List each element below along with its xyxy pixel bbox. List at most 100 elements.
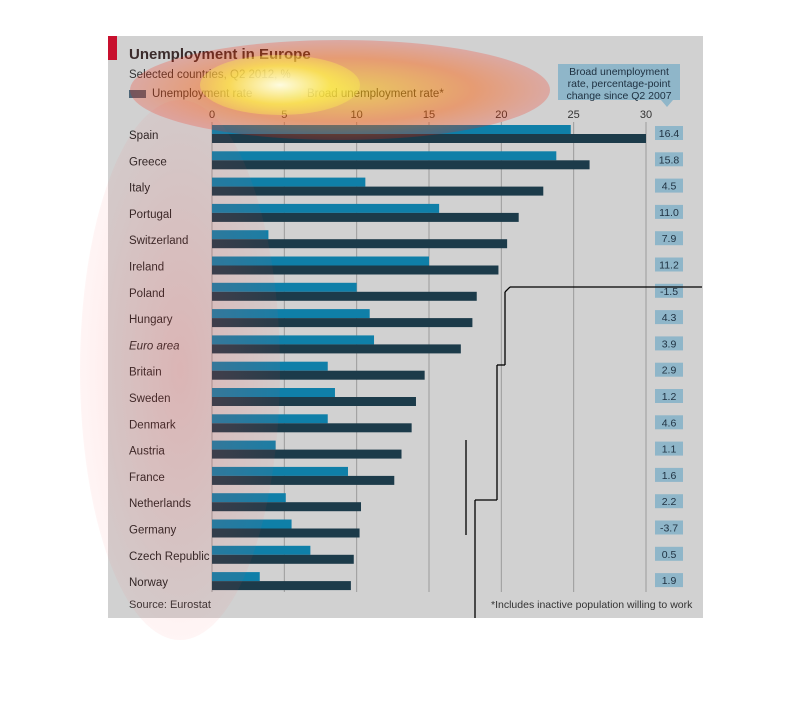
category-label: Britain bbox=[129, 367, 162, 379]
category-label: Germany bbox=[129, 525, 177, 537]
change-value-box bbox=[655, 231, 683, 246]
change-value-label: 4.6 bbox=[662, 417, 677, 429]
change-value-box bbox=[655, 152, 683, 167]
change-value-label: 16.4 bbox=[659, 128, 680, 140]
change-value-label: 2.2 bbox=[662, 496, 677, 508]
bar-broad bbox=[212, 265, 499, 275]
change-value-label: 1.1 bbox=[662, 444, 677, 456]
category-label: Portugal bbox=[129, 209, 172, 221]
bar-broad bbox=[212, 370, 425, 380]
change-value-label: 0.5 bbox=[662, 549, 677, 561]
change-value-label: -3.7 bbox=[660, 523, 678, 535]
x-tick-label: 15 bbox=[423, 109, 435, 121]
change-value-box bbox=[655, 126, 683, 140]
x-tick-label: 0 bbox=[209, 109, 215, 121]
category-label: Sweden bbox=[129, 393, 171, 405]
change-value-box bbox=[655, 362, 683, 377]
bar-broad bbox=[212, 397, 416, 406]
brand-red-mark bbox=[108, 36, 117, 60]
bar-broad bbox=[212, 581, 351, 591]
change-value-label: 15.8 bbox=[659, 154, 680, 166]
x-tick-label: 25 bbox=[568, 109, 580, 121]
bar-broad bbox=[212, 239, 508, 249]
bar-broad bbox=[212, 423, 412, 433]
bar-broad bbox=[212, 344, 461, 354]
x-tick-label: 5 bbox=[281, 109, 287, 121]
change-value-box bbox=[655, 204, 683, 219]
category-label: Hungary bbox=[129, 314, 173, 326]
bar-broad bbox=[212, 186, 544, 196]
change-value-box bbox=[655, 467, 683, 482]
bar-unemployment bbox=[212, 519, 292, 529]
change-value-box bbox=[655, 178, 683, 193]
bar-unemployment bbox=[212, 151, 557, 161]
bar-unemployment bbox=[212, 203, 440, 213]
change-value-label: 2.9 bbox=[662, 365, 677, 377]
change-value-label: 11.0 bbox=[659, 207, 679, 219]
category-label: Greece bbox=[129, 156, 167, 168]
bar-broad bbox=[212, 212, 519, 222]
bar-unemployment bbox=[212, 177, 366, 187]
change-value-label: 7.9 bbox=[662, 233, 677, 245]
change-callout-tip bbox=[661, 100, 673, 107]
category-label: Euro area bbox=[129, 340, 180, 352]
change-value-label: 1.6 bbox=[662, 470, 677, 482]
change-value-label: 3.9 bbox=[662, 338, 677, 350]
footnote: *Includes inactive population willing to… bbox=[491, 599, 693, 611]
category-label: Netherlands bbox=[129, 498, 191, 510]
category-label: France bbox=[129, 472, 165, 484]
change-value-box bbox=[655, 336, 683, 351]
change-value-box bbox=[655, 573, 683, 588]
change-value-box bbox=[655, 441, 683, 456]
bar-unemployment bbox=[212, 388, 335, 397]
change-value-label: 4.5 bbox=[662, 181, 677, 193]
change-value-box bbox=[655, 310, 683, 325]
category-label: Ireland bbox=[129, 262, 164, 274]
change-value-box bbox=[655, 389, 683, 403]
change-value-label: 1.2 bbox=[662, 391, 677, 403]
bar-unemployment bbox=[212, 282, 357, 292]
bar-unemployment bbox=[212, 545, 311, 555]
bar-unemployment bbox=[212, 466, 348, 476]
x-tick-label: 20 bbox=[495, 109, 507, 121]
bar-broad bbox=[212, 475, 395, 485]
source-note: Source: Eurostat bbox=[129, 599, 211, 611]
category-label: Poland bbox=[129, 288, 165, 300]
change-callout: Broad unemployment rate, percentage-poin… bbox=[558, 64, 680, 102]
category-label: Switzerland bbox=[129, 235, 188, 247]
annotation-line bbox=[504, 286, 511, 293]
bar-broad bbox=[212, 528, 360, 538]
bar-unemployment bbox=[212, 230, 269, 240]
change-value-label: 11.2 bbox=[659, 260, 679, 272]
bar-broad bbox=[212, 449, 402, 459]
category-label: Spain bbox=[129, 130, 158, 142]
bar-unemployment bbox=[212, 414, 328, 424]
category-label: Czech Republic bbox=[129, 551, 210, 563]
bar-broad bbox=[212, 502, 362, 512]
category-label: Austria bbox=[129, 446, 165, 458]
change-value-label: 4.3 bbox=[662, 312, 677, 324]
bar-broad bbox=[212, 160, 590, 170]
x-tick-label: 30 bbox=[640, 109, 652, 121]
x-tick-label: 10 bbox=[351, 109, 363, 121]
change-value-box bbox=[655, 257, 683, 272]
bar-broad bbox=[212, 291, 477, 301]
bar-broad bbox=[212, 134, 646, 143]
change-value-label: 1.9 bbox=[662, 575, 677, 587]
change-value-box bbox=[655, 415, 683, 430]
bar-unemployment bbox=[212, 361, 328, 371]
change-value-box bbox=[655, 520, 683, 535]
bar-unemployment bbox=[212, 125, 571, 134]
change-value-box bbox=[655, 494, 683, 509]
bar-unemployment bbox=[212, 440, 276, 450]
bar-broad bbox=[212, 318, 473, 328]
category-label: Denmark bbox=[129, 419, 176, 431]
bar-unemployment bbox=[212, 493, 286, 503]
bar-broad bbox=[212, 554, 354, 564]
bar-unemployment bbox=[212, 572, 260, 582]
bar-unemployment bbox=[212, 256, 429, 266]
bar-unemployment bbox=[212, 309, 370, 319]
change-value-box bbox=[655, 546, 683, 561]
category-label: Italy bbox=[129, 183, 150, 195]
category-label: Norway bbox=[129, 577, 168, 589]
